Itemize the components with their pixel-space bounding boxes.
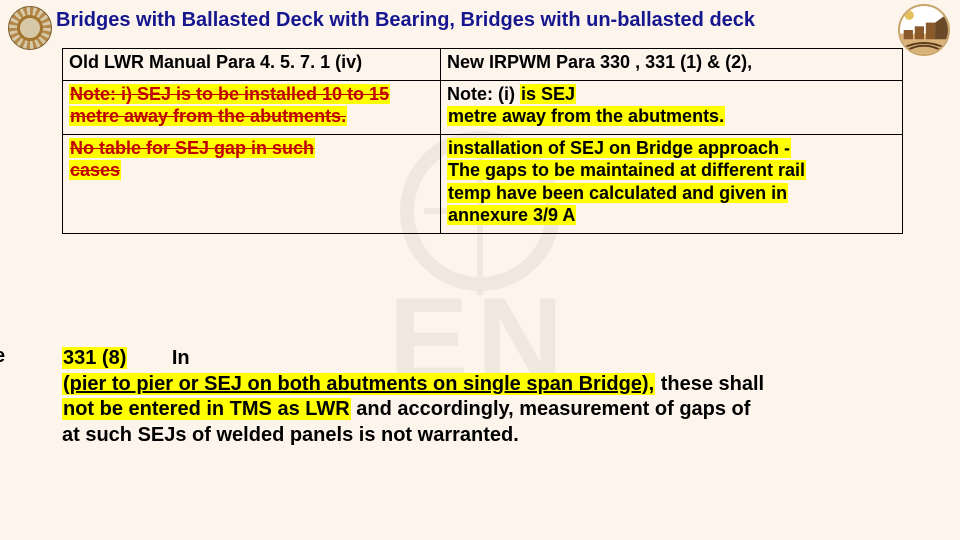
railway-emblem-icon: [8, 6, 52, 50]
edge-char: e: [0, 345, 5, 368]
table-row: installation of SEJ on Bridge approach -…: [441, 134, 903, 233]
table-header-new: New IRPWM Para 330 , 331 (1) & (2),: [441, 49, 903, 81]
table-header-old: Old LWR Manual Para 4. 5. 7. 1 (iv): [63, 49, 441, 81]
paragraph-331-8: 331 (8) In (pier to pier or SEJ on both …: [62, 346, 904, 448]
table-row: Note: i) SEJ is to be installed 10 to 15…: [63, 80, 441, 134]
table-row: Note: (i) is SEJ metre away from the abu…: [441, 80, 903, 134]
slide-title: Bridges with Ballasted Deck with Bearing…: [56, 6, 894, 34]
table-row: No table for SEJ gap in such cases: [63, 134, 441, 233]
comparison-table: Old LWR Manual Para 4. 5. 7. 1 (iv) New …: [62, 48, 903, 234]
iricen-logo-icon: [898, 4, 950, 56]
